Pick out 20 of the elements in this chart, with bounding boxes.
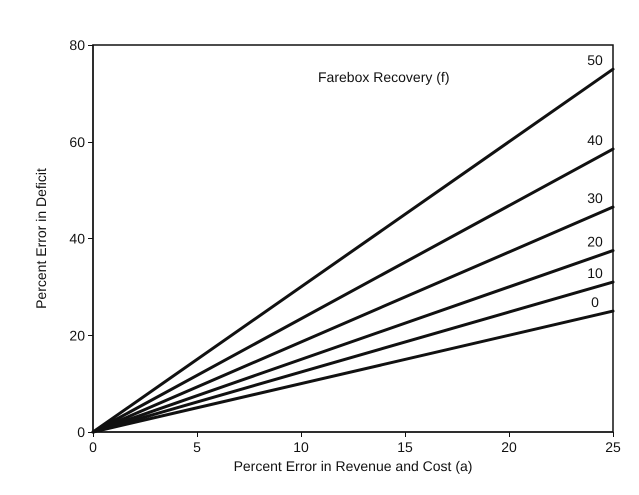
y-tick-label: 80 (69, 37, 86, 53)
x-tick-label: 5 (193, 439, 202, 455)
y-axis-title: Percent Error in Deficit (33, 168, 49, 309)
series-label: 30 (587, 190, 603, 206)
series-label: 0 (591, 294, 600, 310)
y-tick-label: 20 (69, 327, 86, 344)
y-tick-label: 40 (69, 230, 86, 246)
series-label: 40 (587, 132, 603, 148)
x-tick-label: 25 (605, 439, 621, 455)
x-tick-label: 15 (397, 439, 413, 455)
legend-title: Farebox Recovery (f) (318, 69, 450, 85)
y-tick-label: 60 (69, 134, 86, 150)
y-tick-label: 0 (77, 424, 86, 440)
x-axis-title: Percent Error in Revenue and Cost (a) (234, 458, 472, 474)
series-label: 10 (587, 265, 603, 282)
x-tick-label: 0 (89, 439, 98, 455)
x-tick-label: 10 (293, 439, 309, 455)
x-tick-label: 20 (501, 439, 517, 455)
series-label: 50 (587, 52, 603, 68)
series-label: 20 (587, 234, 603, 250)
